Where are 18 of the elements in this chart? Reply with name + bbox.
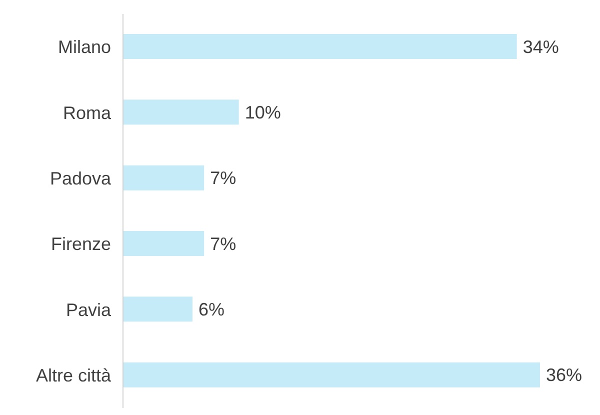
data-label: 7%: [210, 234, 236, 254]
y-tick-label: Padova: [50, 168, 112, 189]
bar: [123, 296, 192, 322]
y-tick-label: Milano: [58, 37, 111, 58]
y-tick-label: Pavia: [66, 300, 112, 320]
data-label: 34%: [522, 36, 559, 57]
y-tick-label: Firenze: [50, 234, 111, 254]
data-label: 7%: [210, 168, 236, 188]
bar: [123, 100, 239, 125]
bar: [123, 231, 204, 256]
bar: [123, 165, 204, 190]
bar: [123, 362, 540, 388]
data-label: 6%: [198, 300, 225, 320]
y-tick-label: Altre città: [36, 366, 112, 386]
data-label: 36%: [546, 365, 582, 386]
y-tick-label: Roma: [62, 102, 112, 123]
bar: [123, 34, 517, 59]
data-label: 10%: [244, 102, 281, 123]
